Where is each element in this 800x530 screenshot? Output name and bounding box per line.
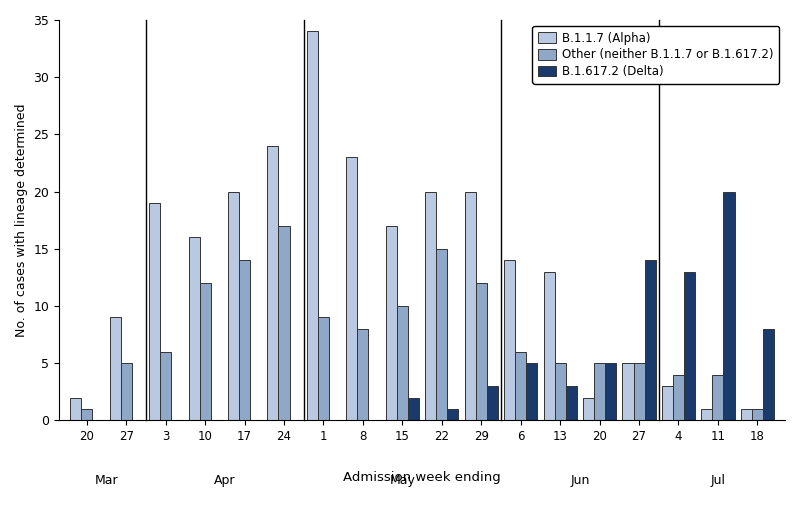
Bar	[645, 260, 656, 420]
Text: Jun: Jun	[570, 474, 590, 488]
Text: May: May	[390, 474, 415, 488]
Bar	[486, 386, 498, 420]
Text: Mar: Mar	[94, 474, 118, 488]
Text: Apr: Apr	[214, 474, 235, 488]
Bar	[583, 398, 594, 420]
Bar	[447, 409, 458, 420]
Bar	[70, 398, 82, 420]
Bar	[426, 192, 436, 420]
Bar	[149, 203, 160, 420]
Bar	[278, 226, 290, 420]
Bar	[121, 363, 132, 420]
Bar	[554, 363, 566, 420]
Text: Jul: Jul	[710, 474, 726, 488]
Bar	[110, 317, 121, 420]
Bar	[386, 226, 397, 420]
Bar	[397, 306, 408, 420]
Bar	[713, 375, 723, 420]
Y-axis label: No. of cases with lineage determined: No. of cases with lineage determined	[15, 103, 28, 337]
Bar	[228, 192, 239, 420]
Bar	[346, 157, 358, 420]
Bar	[307, 31, 318, 420]
Bar	[622, 363, 634, 420]
Bar	[436, 249, 447, 420]
Bar	[160, 352, 171, 420]
Bar	[752, 409, 763, 420]
Bar	[662, 386, 673, 420]
Bar	[408, 398, 419, 420]
Bar	[673, 375, 684, 420]
Bar	[82, 409, 92, 420]
Bar	[594, 363, 605, 420]
Bar	[543, 272, 554, 420]
Bar	[476, 283, 486, 420]
Bar	[723, 192, 734, 420]
Bar	[702, 409, 713, 420]
Bar	[605, 363, 616, 420]
Bar	[358, 329, 369, 420]
Bar	[504, 260, 515, 420]
Bar	[267, 146, 278, 420]
Bar	[515, 352, 526, 420]
Bar	[239, 260, 250, 420]
Bar	[566, 386, 577, 420]
X-axis label: Admission week ending: Admission week ending	[343, 471, 501, 484]
Bar	[741, 409, 752, 420]
Bar	[189, 237, 199, 420]
Bar	[634, 363, 645, 420]
Bar	[465, 192, 476, 420]
Bar	[199, 283, 210, 420]
Bar	[684, 272, 695, 420]
Bar	[526, 363, 538, 420]
Legend: B.1.1.7 (Alpha), Other (neither B.1.1.7 or B.1.617.2), B.1.617.2 (Delta): B.1.1.7 (Alpha), Other (neither B.1.1.7 …	[532, 26, 779, 84]
Bar	[763, 329, 774, 420]
Bar	[318, 317, 329, 420]
